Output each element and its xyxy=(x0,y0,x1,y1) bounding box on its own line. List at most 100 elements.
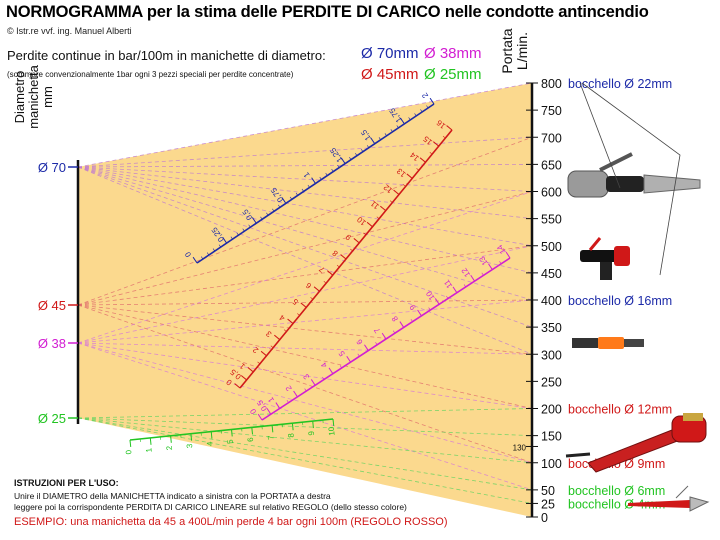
scale-minor-tick xyxy=(242,228,245,232)
scale-minor-tick xyxy=(375,342,378,345)
scale-major-tick xyxy=(274,334,281,341)
scale-major-tick xyxy=(149,437,152,445)
right-axis-title: Portata L/min. xyxy=(499,26,532,76)
scale-minor-tick xyxy=(349,156,352,160)
scale-minor-tick xyxy=(339,365,342,369)
scale-major-tick xyxy=(470,275,475,282)
left-axis-title-line1: Diametro xyxy=(12,70,27,124)
nozzle-coupling xyxy=(683,413,703,421)
nozzle-9mm-image xyxy=(565,413,707,473)
scale-minor-tick xyxy=(336,264,340,268)
guide-line xyxy=(77,304,533,355)
guide-line xyxy=(77,342,533,464)
right-axis-tick-label: 250 xyxy=(541,375,562,389)
scale-major-tick xyxy=(275,402,281,409)
note-text: (sommare convenzionalmente 1bar ogni 3 p… xyxy=(7,70,294,79)
guide-line xyxy=(77,342,533,355)
scale-minor-tick xyxy=(392,330,396,334)
scale-minor-tick xyxy=(410,318,413,322)
scale-major-tick xyxy=(340,254,347,260)
scale-minor-tick xyxy=(248,224,251,228)
scale-major-tick xyxy=(452,286,458,293)
scale-minor-tick xyxy=(310,297,314,300)
right-axis-title-line1: Portata xyxy=(499,28,515,74)
scale-major-tick xyxy=(251,217,257,224)
scale-minor-tick xyxy=(355,153,358,156)
scale-tick-label: 0 xyxy=(124,449,133,455)
guide-line xyxy=(77,166,533,301)
scale-major-tick xyxy=(406,173,413,179)
scale-major-tick xyxy=(293,390,298,398)
scale-tick-label: 8 xyxy=(286,432,295,438)
scale-minor-tick xyxy=(331,168,334,172)
scale-major-tick xyxy=(399,321,405,328)
scale-tick-label: 4 xyxy=(205,441,214,447)
guide-line xyxy=(77,136,533,306)
scale-major-tick xyxy=(346,356,351,363)
guide-line xyxy=(77,166,533,192)
nozzle-bracket-2 xyxy=(579,82,621,189)
scale-tick-label: 2 xyxy=(420,91,430,100)
scale-minor-tick xyxy=(426,105,429,109)
right-axis-tick-label: 25 xyxy=(541,497,555,511)
scale-major-tick xyxy=(327,270,334,276)
scale-minor-tick xyxy=(378,137,381,140)
instructions-line1: Unire il DIAMETRO della MANICHETTA indic… xyxy=(14,491,331,501)
nozzle-body xyxy=(580,250,624,262)
nozzle-16mm-image xyxy=(580,237,630,280)
scale-major-tick xyxy=(340,157,346,164)
guide-line xyxy=(77,166,533,355)
scale-major-tick xyxy=(240,375,247,381)
nozzle-lever xyxy=(588,237,602,251)
title-part3: nelle condotte antincendio xyxy=(440,3,649,21)
scale-major-tick xyxy=(370,137,376,145)
guide-line xyxy=(77,342,533,491)
scale-minor-tick xyxy=(390,129,393,132)
scale-tick-label: 4 xyxy=(319,360,329,369)
scale-minor-tick xyxy=(376,216,380,219)
scale-tick-label: 1 xyxy=(237,361,247,371)
scale-tick-label: 0 xyxy=(224,377,234,387)
left-axis-title-line2: manichetta xyxy=(26,65,41,129)
nozzle-12mm-image xyxy=(572,337,644,349)
scale-minor-tick xyxy=(481,272,484,276)
nozzle-barrel xyxy=(628,500,690,508)
scale-major-tick xyxy=(393,189,400,195)
scale-major-tick xyxy=(247,367,254,373)
scale-minor-tick xyxy=(307,184,310,188)
scale-tick-label: 9 xyxy=(407,302,417,311)
scale-major-tick xyxy=(366,221,373,228)
scale-minor-tick xyxy=(283,329,287,332)
scale-major-tick xyxy=(446,125,453,131)
scale-major-tick xyxy=(434,298,440,305)
scale-tick-label: 4 xyxy=(277,313,287,323)
scale-tick-label: 3 xyxy=(264,329,274,339)
scale-minor-tick xyxy=(420,109,423,113)
nozzle-label: bocchello Ø 12mm xyxy=(568,403,672,417)
diameter-legend-38: Ø 38mm xyxy=(424,45,482,62)
nozzle-grip xyxy=(598,337,624,349)
scale-major-tick xyxy=(505,251,511,259)
scale-minor-tick xyxy=(350,248,353,252)
right-axis-tick-label: 800 xyxy=(541,77,562,91)
scale-major-tick xyxy=(419,157,426,163)
left-axis-label: Ø 38 xyxy=(38,336,66,351)
scale-minor-tick xyxy=(272,208,275,212)
scale-minor-tick xyxy=(429,152,433,155)
scale-minor-tick xyxy=(230,236,233,240)
scale-tick-label: 5 xyxy=(225,438,234,444)
nozzle-tip xyxy=(624,339,644,347)
scale-minor-tick xyxy=(266,212,269,216)
scale-major-tick xyxy=(381,332,387,340)
scale-minor-tick xyxy=(201,256,204,260)
guide-lines xyxy=(77,82,533,504)
scale-major-tick xyxy=(266,408,272,415)
scale-minor-tick xyxy=(236,232,239,236)
scale-tick-label: 6 xyxy=(354,337,364,346)
scale-major-tick xyxy=(234,383,241,389)
scale-major-tick xyxy=(192,256,198,264)
scale-major-tick xyxy=(364,344,369,351)
scale-tick-label: 2 xyxy=(251,345,261,355)
